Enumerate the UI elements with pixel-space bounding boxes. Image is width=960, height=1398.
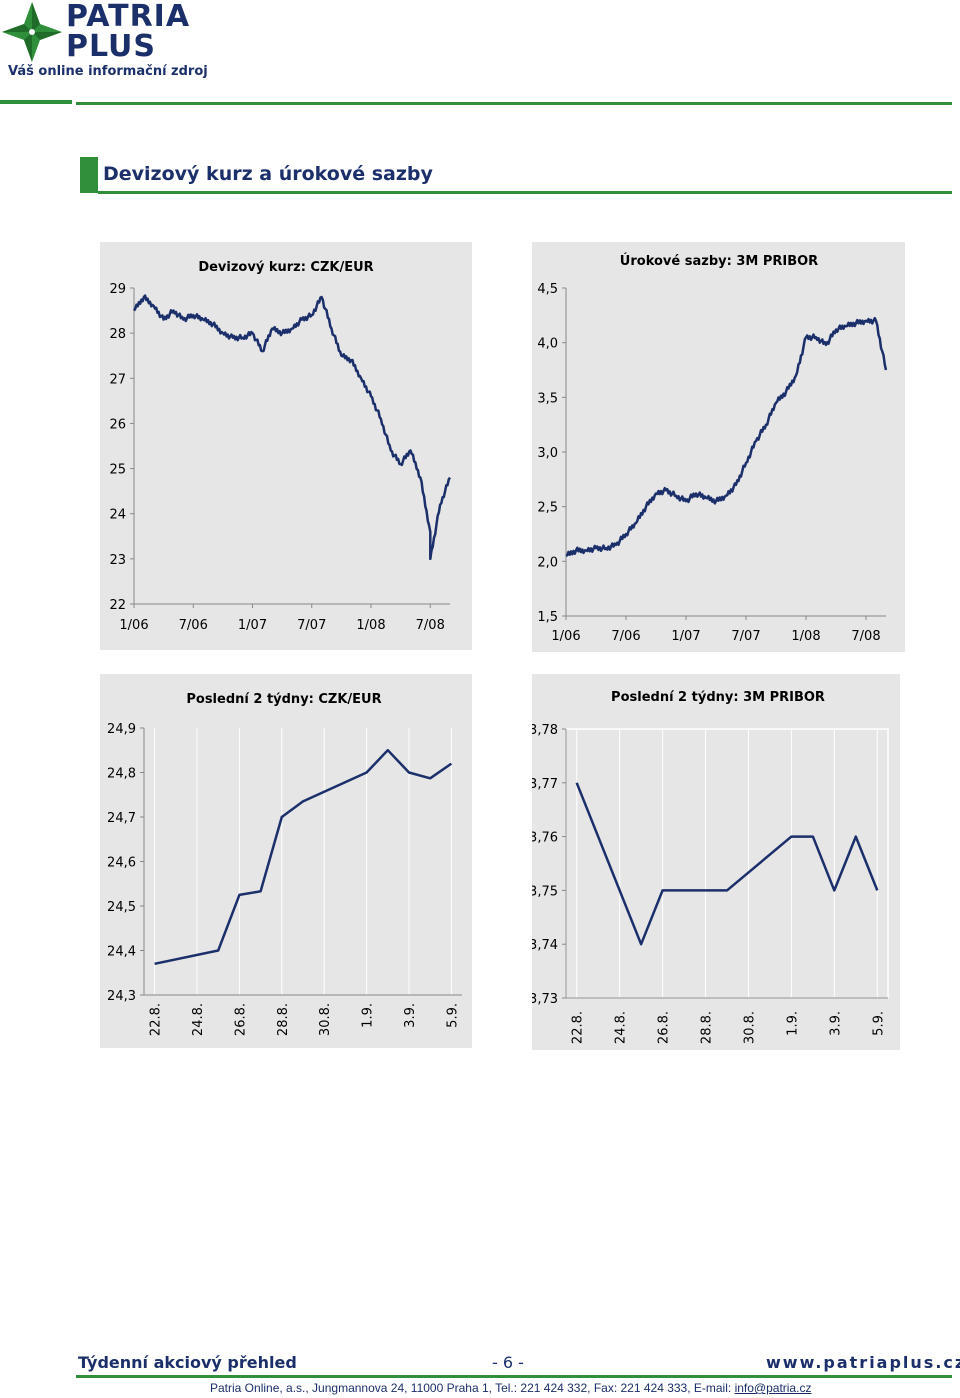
x-tick-label: 24.8. (614, 1011, 629, 1044)
series-line (154, 748, 453, 966)
chart-czk-eur-long: Devizový kurz: CZK/EUR 29 28 27 26 25 24 23 22 1/… (100, 242, 472, 650)
chart-pribor-2w: Poslední 2 týdny: 3M PRIBOR 3,78 3,77 3,76 3… (532, 674, 900, 1050)
y-tick-label: 24,4 (107, 945, 136, 960)
x-tick-label: 7/08 (416, 618, 445, 633)
y-tick-label: 3,74 (532, 938, 558, 953)
y-tick-label: 26 (109, 417, 126, 432)
chart-title: Devizový kurz: CZK/EUR (198, 260, 373, 275)
chart-czk-eur-2w: Poslední 2 týdny: CZK/EUR 24,9 24,8 24,7 24,… (100, 674, 472, 1048)
x-tick-label: 3.9. (828, 1011, 843, 1036)
y-tick-label: 4,0 (537, 337, 558, 352)
footer-website-link[interactable]: www.patriaplus.cz (766, 1353, 960, 1372)
chart-pribor-long: Úrokové sazby: 3M PRIBOR 4,5 4,0 3,5 3,0 2,5 2… (532, 242, 905, 652)
y-tick-label: 22 (109, 598, 126, 613)
y-tick-label: 3,76 (532, 831, 558, 846)
y-tick-label: 3,77 (532, 777, 558, 792)
y-tick-label: 24,6 (107, 856, 136, 871)
footer-publication-title: Týdenní akciový přehled (78, 1353, 297, 1372)
chart-title: Poslední 2 týdny: 3M PRIBOR (611, 690, 825, 705)
x-tick-label: 1/08 (791, 629, 820, 644)
plot-area (565, 728, 889, 999)
y-tick-label: 3,73 (532, 992, 558, 1007)
y-tick-label: 24,7 (107, 811, 136, 826)
chart-title: Poslední 2 týdny: CZK/EUR (186, 692, 381, 707)
y-tick-label: 24,3 (107, 989, 136, 1004)
x-tick-label: 24.8. (191, 1003, 206, 1036)
x-tick-label: 22.8. (149, 1003, 164, 1036)
x-tick-label: 7/06 (179, 618, 208, 633)
header-rule (76, 102, 952, 105)
chart-title: Úrokové sazby: 3M PRIBOR (620, 253, 818, 269)
y-tick-label: 3,75 (532, 884, 558, 899)
x-tick-label: 1.9. (361, 1003, 376, 1028)
chart-pribor-2w-svg: Poslední 2 týdny: 3M PRIBOR 3,78 3,77 3,76 3… (532, 690, 889, 1044)
x-tick-label: 3.9. (403, 1003, 418, 1028)
x-tick-label: 7/07 (297, 618, 326, 633)
logo-tagline: Váš online informační zdroj (8, 64, 208, 79)
series-line (132, 294, 452, 561)
x-tick-label: 1/07 (238, 618, 267, 633)
x-tick-label: 1.9. (785, 1011, 800, 1036)
y-tick-label: 29 (109, 282, 126, 297)
y-tick-label: 27 (109, 372, 126, 387)
x-tick-label: 30.8. (318, 1003, 333, 1036)
y-tick-label: 4,5 (537, 282, 558, 297)
y-tick-label: 3,0 (537, 446, 558, 461)
y-tick-label: 2,0 (537, 555, 558, 570)
y-tick-label: 28 (109, 327, 126, 342)
footer-page-number: - 6 - (492, 1353, 524, 1372)
y-tick-label: 1,5 (537, 610, 558, 625)
logo-name-line1: PATRIA (66, 0, 191, 34)
y-tick-label: 24,8 (107, 767, 136, 782)
series-line (575, 782, 879, 946)
y-tick-label: 23 (109, 553, 126, 568)
x-tick-label: 7/08 (851, 629, 880, 644)
compass-star-logo-icon (2, 2, 62, 62)
footer-rule (76, 1375, 952, 1378)
chart-czk-eur-long-svg: Devizový kurz: CZK/EUR 29 28 27 26 25 24 23 22 1/… (109, 260, 452, 633)
x-tick-label: 5.9. (445, 1003, 460, 1028)
chart-pribor-long-svg: Úrokové sazby: 3M PRIBOR 4,5 4,0 3,5 3,0 2,5 2… (537, 253, 888, 644)
x-tick-label: 22.8. (571, 1011, 586, 1044)
y-tick-label: 2,5 (537, 501, 558, 516)
x-tick-label: 1/08 (356, 618, 385, 633)
x-tick-label: 30.8. (742, 1011, 757, 1044)
x-tick-label: 26.8. (657, 1011, 672, 1044)
footer-email-link[interactable]: info@patria.cz (734, 1381, 812, 1395)
x-tick-label: 1/06 (119, 618, 148, 633)
y-tick-label: 25 (109, 463, 126, 478)
series-line (565, 316, 888, 558)
x-tick-label: 1/06 (551, 629, 580, 644)
x-tick-label: 7/07 (731, 629, 760, 644)
footer-address-text: Patria Online, a.s., Jungmannova 24, 110… (210, 1381, 735, 1395)
x-tick-label: 26.8. (233, 1003, 248, 1036)
y-tick-label: 3,78 (532, 723, 558, 738)
y-tick-label: 24,5 (107, 900, 136, 915)
section-title: Devizový kurz a úrokové sazby (103, 163, 433, 185)
x-tick-label: 1/07 (671, 629, 700, 644)
y-tick-label: 24 (109, 508, 126, 523)
footer-address: Patria Online, a.s., Jungmannova 24, 110… (210, 1381, 811, 1395)
header-rule-left (0, 100, 72, 104)
x-tick-label: 5.9. (871, 1011, 886, 1036)
section-underline (98, 191, 952, 194)
section-marker (80, 157, 98, 193)
logo-name-line2: PLUS (66, 29, 157, 64)
x-tick-label: 28.8. (276, 1003, 291, 1036)
y-tick-label: 3,5 (537, 391, 558, 406)
chart-czk-eur-2w-svg: Poslední 2 týdny: CZK/EUR 24,9 24,8 24,7 24,… (107, 692, 462, 1036)
x-tick-label: 28.8. (700, 1011, 715, 1044)
y-tick-label: 24,9 (107, 722, 136, 737)
x-tick-label: 7/06 (611, 629, 640, 644)
